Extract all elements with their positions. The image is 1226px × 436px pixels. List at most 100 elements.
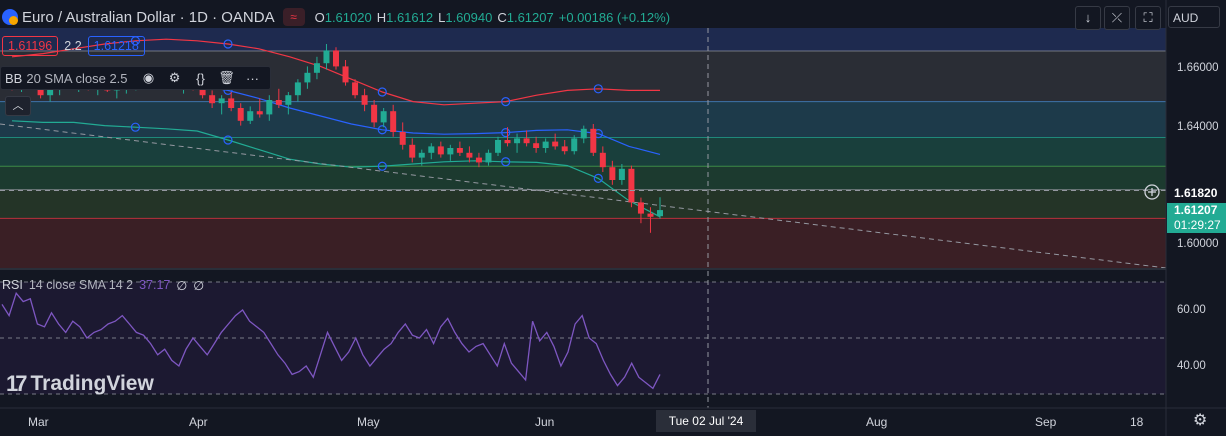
candle-body: [504, 140, 511, 144]
candle-body: [580, 128, 587, 139]
fib-levels: [0, 50, 1166, 219]
candle-body: [647, 213, 654, 217]
top-bg: [0, 0, 1166, 28]
eye-icon[interactable]: ◉: [142, 70, 155, 85]
currency-select[interactable]: AUD: [1168, 6, 1220, 28]
trend-line: [0, 123, 1167, 269]
y-tick: 1.66000: [1177, 62, 1219, 74]
candle-body: [218, 98, 225, 104]
trend-line: [0, 123, 1167, 269]
candle-body: [209, 95, 216, 104]
countdown: 01:29:27: [1174, 218, 1221, 232]
flag-icon[interactable]: ≈: [282, 8, 305, 26]
candle-body: [523, 138, 530, 144]
candle-body: [552, 141, 559, 147]
last-price: 1.61207: [1174, 203, 1218, 217]
candle-body: [247, 111, 254, 121]
candle-body: [561, 146, 568, 152]
candle-body: [361, 95, 368, 105]
brand-name: TradingView: [30, 372, 154, 395]
trade-panel: 1.61196 2.2 1.61218: [2, 34, 145, 58]
rsi-tick: 40.00: [1177, 360, 1206, 372]
candle-body: [228, 98, 235, 108]
settings-icon[interactable]: ⚙: [168, 70, 181, 85]
bb-upper-line: [11, 38, 660, 106]
candle-body: [618, 168, 625, 180]
collapse-icon[interactable]: ⤫: [1104, 6, 1130, 30]
candle-body: [266, 100, 273, 115]
bb-anchor-icon: [501, 157, 511, 167]
candle-body: [542, 141, 549, 148]
sell-button[interactable]: 1.61196: [2, 36, 59, 56]
candle-body: [657, 210, 663, 217]
candle-body: [285, 95, 292, 105]
ohlc-change: +0.00186 (+0.12%): [558, 9, 671, 25]
candle-body: [37, 87, 44, 96]
collapse-legend-icon[interactable]: ︿: [5, 96, 31, 116]
candle-body: [571, 138, 578, 152]
candle-body: [418, 152, 425, 158]
candle-body: [533, 143, 540, 148]
bb-anchor-icon: [377, 87, 387, 97]
tv-logo-icon: 17: [6, 371, 28, 396]
fib-zone-top: [0, 28, 1166, 52]
x-tick: Sep: [1035, 415, 1057, 429]
gear-icon[interactable]: ⚙: [1193, 412, 1208, 429]
candle-body: [599, 152, 606, 168]
symbol-title[interactable]: Euro / Australian Dollar · 1D · OANDA: [22, 8, 275, 26]
candle-body: [323, 50, 330, 64]
ohlc-low: L1.60940: [438, 9, 493, 25]
candle-body: [475, 157, 482, 163]
candle-body: [380, 111, 387, 123]
tradingview-logo[interactable]: 17 TradingView: [6, 371, 154, 397]
fib-zone: [0, 166, 1166, 190]
candle-body: [342, 66, 349, 83]
x-tick: Aug: [866, 415, 888, 429]
y-tick: 1.64000: [1177, 121, 1219, 133]
rsi-line: [1, 291, 661, 390]
rsi-tick: 60.00: [1177, 304, 1206, 316]
rsi-legend[interactable]: RSI 14 close SMA 14 2 37.17 ∅ ∅: [2, 278, 204, 293]
candle-body: [409, 144, 416, 158]
arrow-down-icon[interactable]: ↓: [1075, 6, 1101, 30]
last-price-tag: 1.61207 01:29:27: [1167, 203, 1226, 233]
candle-body: [609, 167, 616, 180]
x-tick: Jun: [535, 415, 555, 429]
bb-anchor-icon: [223, 135, 233, 145]
spread-value: 2.2: [64, 39, 82, 53]
bb-anchor-icon: [377, 125, 387, 135]
x-tick: Apr: [189, 415, 208, 429]
trash-icon[interactable]: 🗑: [218, 70, 235, 85]
candle-body: [275, 100, 282, 105]
rsi-ma-value: ∅: [176, 279, 188, 293]
candle-body: [514, 138, 521, 144]
ohlc-open: O1.61020: [314, 9, 372, 25]
code-icon[interactable]: {}: [196, 70, 205, 86]
rsi-pane: [0, 272, 1166, 406]
candle-body: [47, 88, 54, 96]
rsi-args: 14 close SMA 14 2: [28, 278, 134, 292]
candle-body: [256, 111, 263, 115]
symbol-icon[interactable]: [2, 9, 18, 25]
candle-body: [456, 148, 463, 153]
candle-body: [294, 82, 301, 96]
rsi-extra-value: ∅: [193, 279, 205, 293]
bb-legend[interactable]: BB 20 SMA close 2.5 ◉ ⚙ {} 🗑 ···: [0, 66, 271, 90]
fullscreen-icon[interactable]: ⛶: [1135, 6, 1161, 30]
chart-header: Euro / Australian Dollar · 1D · OANDA ≈ …: [2, 6, 675, 28]
candle-body: [437, 146, 444, 155]
x-tick: Mar: [28, 415, 49, 429]
bb-name: BB: [5, 70, 23, 86]
candle-body: [485, 152, 492, 163]
y-tick: 1.60000: [1177, 238, 1219, 250]
candle-body: [333, 50, 339, 67]
candle-body: [590, 128, 597, 153]
rsi-value: 37.17: [139, 278, 171, 292]
candle-body: [371, 104, 378, 123]
candle-body: [352, 82, 359, 96]
candle-body: [628, 168, 635, 203]
add-crosshair-icon[interactable]: [1144, 184, 1160, 200]
more-icon[interactable]: ···: [246, 70, 260, 86]
candle-body: [637, 202, 644, 214]
buy-button[interactable]: 1.61218: [87, 36, 145, 56]
